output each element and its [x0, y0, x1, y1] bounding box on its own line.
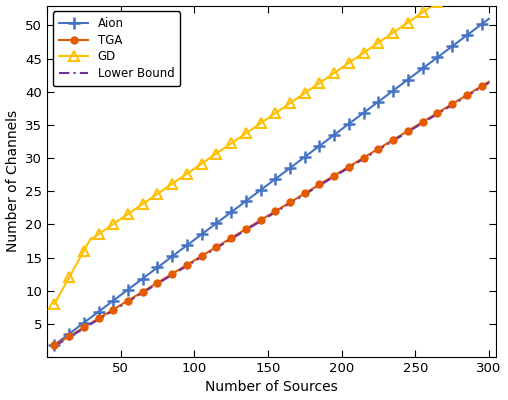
Legend: Aion, TGA, GD, Lower Bound: Aion, TGA, GD, Lower Bound	[53, 12, 180, 86]
Y-axis label: Number of Channels: Number of Channels	[6, 110, 19, 252]
X-axis label: Number of Sources: Number of Sources	[205, 380, 338, 394]
